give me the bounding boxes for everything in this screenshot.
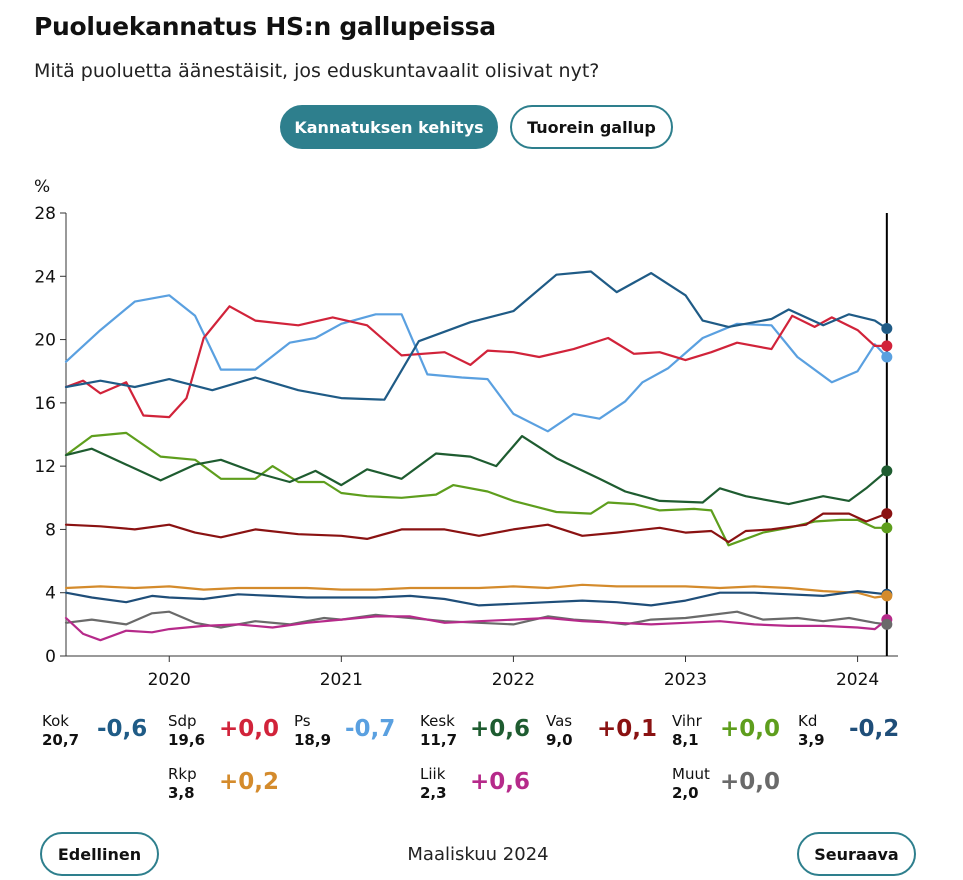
x-tick-label: 2020 <box>148 670 191 690</box>
series-line-vas <box>64 512 888 544</box>
y-tick-label: 0 <box>45 647 56 667</box>
series-line-vihr <box>64 431 888 547</box>
series-end-dot-ps <box>881 351 893 363</box>
party-change: -0,7 <box>345 716 396 742</box>
y-tick-label: 24 <box>34 267 56 287</box>
x-tick-label: 2024 <box>836 670 879 690</box>
party-change: +0,0 <box>720 716 781 742</box>
party-change: -0,2 <box>849 716 900 742</box>
x-tick-label: 2022 <box>492 670 535 690</box>
legend-item-liik: Liik 2,3 <box>420 765 447 802</box>
party-name: Liik <box>420 765 446 783</box>
party-value: 19,6 <box>168 731 206 749</box>
legend-item-muut: Muut 2,0 <box>672 765 710 802</box>
series-line-ps <box>64 294 888 433</box>
series-line-liik <box>64 615 888 642</box>
y-tick-label: 8 <box>45 520 56 540</box>
legend-item-kd: Kd 3,9 <box>798 712 825 749</box>
y-axis-label: % <box>34 177 50 197</box>
party-change: +0,6 <box>470 716 531 742</box>
party-value: 8,1 <box>672 731 699 749</box>
legend-item-ps: Ps 18,9 <box>294 712 331 749</box>
y-tick-label: 28 <box>34 204 56 224</box>
legend-item-rkp: Rkp 3,8 <box>168 765 197 802</box>
y-tick-label: 20 <box>34 331 56 351</box>
series-line-muut <box>64 610 888 629</box>
legend-item-vihr: Vihr 8,1 <box>672 712 702 749</box>
chart-subtitle: Mitä puoluetta äänestäisit, jos eduskunt… <box>34 60 600 82</box>
party-change: +0,1 <box>597 716 658 742</box>
party-change: -0,6 <box>97 716 148 742</box>
tab-tuorein-gallup[interactable]: Tuorein gallup <box>510 105 673 149</box>
party-name: Ps <box>294 712 311 730</box>
x-tick-label: 2021 <box>320 670 363 690</box>
legend-item-sdp: Sdp 19,6 <box>168 712 205 749</box>
chart-title: Puoluekannatus HS:n gallupeissa <box>34 12 496 41</box>
legend-item-kok: Kok 20,7 <box>42 712 79 749</box>
party-value: 11,7 <box>420 731 458 749</box>
series-line-kok <box>64 270 888 401</box>
party-value: 2,0 <box>672 784 699 802</box>
party-name: Rkp <box>168 765 197 783</box>
legend-item-vas: Vas 9,0 <box>546 712 573 749</box>
y-tick-label: 16 <box>34 394 56 414</box>
previous-button[interactable]: Edellinen <box>40 832 159 876</box>
party-change: +0,0 <box>720 769 781 795</box>
series-end-dot-muut <box>881 618 893 630</box>
party-value: 18,9 <box>294 731 332 749</box>
party-name: Muut <box>672 765 710 783</box>
party-name: Vas <box>546 712 573 730</box>
series-line-kesk <box>64 435 888 506</box>
y-tick-label: 12 <box>34 457 56 477</box>
y-tick-label: 4 <box>45 584 56 604</box>
party-value: 3,9 <box>798 731 825 749</box>
series-end-dot-kesk <box>881 465 893 477</box>
series-end-dot-vas <box>881 508 893 520</box>
series-end-dot-vihr <box>881 522 893 534</box>
x-tick-label: 2023 <box>664 670 707 690</box>
next-button[interactable]: Seuraava <box>797 832 916 876</box>
legend-item-kesk: Kesk 11,7 <box>420 712 457 749</box>
party-name: Kok <box>42 712 69 730</box>
series-line-rkp <box>64 583 888 599</box>
tab-kannatuksen-kehitys[interactable]: Kannatuksen kehitys <box>280 105 498 149</box>
party-value: 3,8 <box>168 784 195 802</box>
party-name: Kesk <box>420 712 455 730</box>
party-change: +0,6 <box>470 769 531 795</box>
party-change: +0,2 <box>219 769 280 795</box>
party-name: Sdp <box>168 712 197 730</box>
series-end-dot-sdp <box>881 340 893 352</box>
party-value: 20,7 <box>42 731 80 749</box>
series-line-sdp <box>64 305 888 419</box>
party-value: 9,0 <box>546 731 573 749</box>
series-end-dot-rkp <box>881 590 893 602</box>
current-month-label: Maaliskuu 2024 <box>407 844 549 865</box>
party-change: +0,0 <box>219 716 280 742</box>
party-value: 2,3 <box>420 784 447 802</box>
party-name: Kd <box>798 712 818 730</box>
series-end-dot-kok <box>881 322 893 334</box>
series-line-kd <box>64 590 888 607</box>
party-name: Vihr <box>672 712 702 730</box>
